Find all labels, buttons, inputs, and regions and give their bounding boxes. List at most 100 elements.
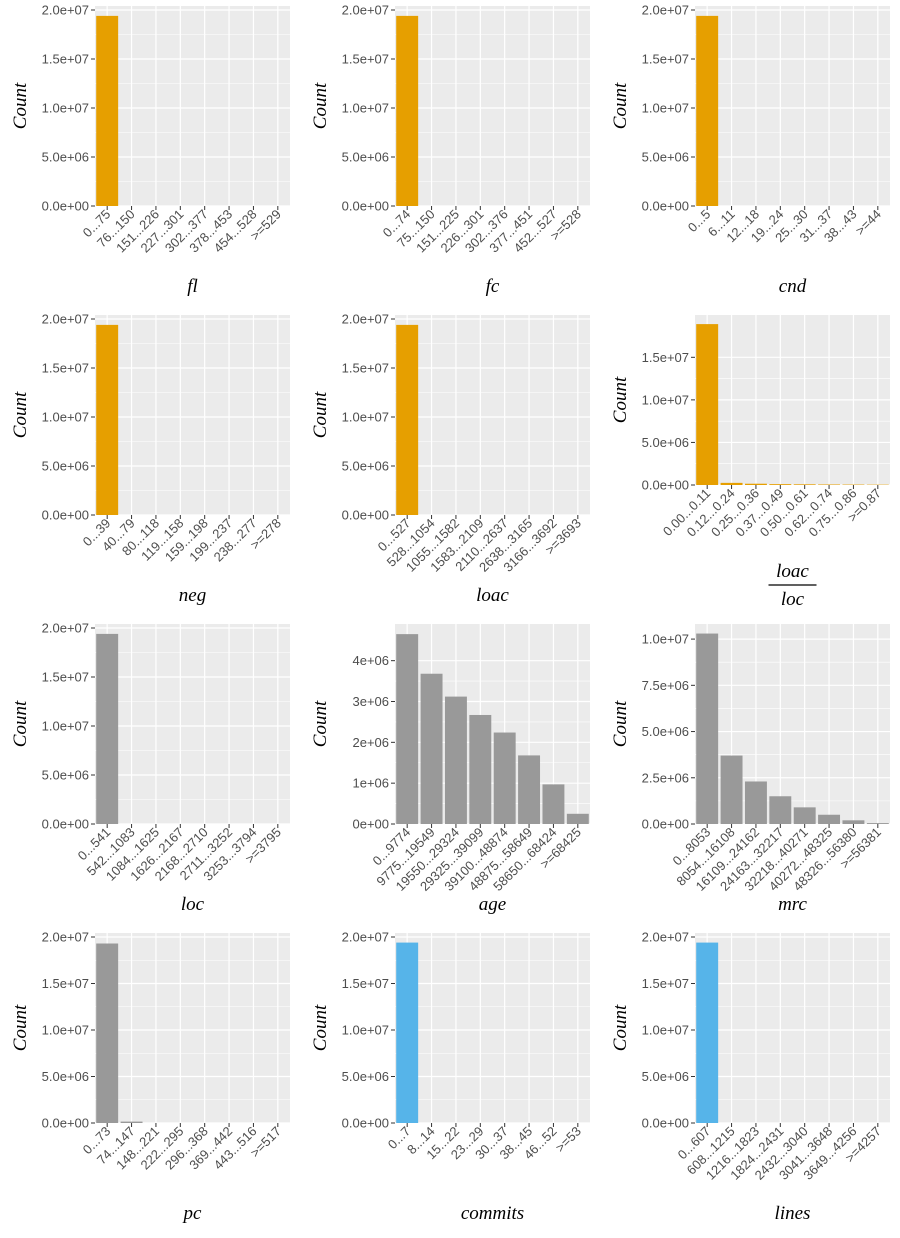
plot-background (95, 624, 290, 824)
y-tick-label: 0.0e+00 (42, 199, 89, 214)
histogram-age: 0e+00 1e+06 2e+06 3e+06 4e+06 0...9774 9775...… (300, 618, 600, 927)
y-tick-label: 5.0e+06 (342, 459, 389, 474)
bar-0...527 (396, 324, 419, 515)
y-tick-label: 1.0e+07 (342, 101, 389, 116)
x-axis-title: pc (182, 1203, 203, 1224)
plot-background (95, 6, 290, 206)
x-axis-title: loac (476, 585, 509, 606)
y-tick-label: 2.0e+07 (642, 3, 689, 18)
bar-40272...48325 (818, 814, 841, 824)
y-tick-label: 1.5e+07 (342, 52, 389, 67)
chart-svg: 0.0e+005.0e+061.0e+071.5e+072.0e+070...7… (310, 930, 590, 1224)
bar-16109...24162 (744, 781, 767, 824)
histogram-loac-per-loc: 0.0e+00 5.0e+06 1.0e+07 1.5e+07 0.00...0.11 0… (600, 309, 900, 618)
y-tick-label: 3e+06 (352, 694, 389, 709)
bar-24163...32217 (769, 796, 792, 824)
y-tick-label: 1.5e+07 (642, 350, 689, 365)
bar-0...74 (396, 15, 419, 206)
x-axis-title: cnd (779, 276, 807, 297)
chart-svg: 0.0e+005.0e+061.0e+071.5e+072.0e+070...7… (10, 930, 290, 1224)
chart-svg: 0.0e+002.5e+065.0e+067.5e+061.0e+070...8… (610, 624, 890, 915)
chart-svg: 0.0e+005.0e+061.0e+071.5e+070.00...0.110… (610, 315, 890, 610)
plot-background (695, 6, 890, 206)
y-tick-label: 7.5e+06 (642, 678, 689, 693)
histogram-fc: 0.0e+00 5.0e+06 1.0e+07 1.5e+07 2.0e+07 0...7… (300, 0, 600, 309)
y-axis-title: Count (10, 391, 31, 438)
y-tick-label: 1.5e+07 (342, 976, 389, 991)
x-axis-title: commits (461, 1203, 524, 1224)
y-tick-label: 0.0e+00 (642, 817, 689, 832)
y-tick-label: 0.0e+00 (642, 199, 689, 214)
bar-0...73 (96, 943, 119, 1123)
y-tick-label: 0.0e+00 (642, 1116, 689, 1131)
y-tick-label: 5.0e+06 (642, 1069, 689, 1084)
x-tick-label: >=44 (852, 207, 884, 239)
histogram-mrc: 0.0e+00 2.5e+06 5.0e+06 7.5e+06 1.0e+07 0...8… (600, 618, 900, 927)
x-axis-title: loc (181, 894, 205, 915)
bar-0...9774 (396, 634, 419, 824)
y-axis-title: Count (10, 1004, 31, 1051)
chart-svg: 0.0e+005.0e+061.0e+071.5e+072.0e+070...5… (10, 621, 290, 915)
bar-48326...56380 (842, 820, 865, 824)
y-axis-title: Count (310, 1004, 331, 1051)
y-tick-label: 1.5e+07 (42, 670, 89, 685)
y-tick-label: 4e+06 (352, 653, 389, 668)
y-axis-title: Count (610, 376, 631, 423)
plot-background (695, 933, 890, 1123)
y-tick-label: 2.0e+07 (342, 312, 389, 327)
x-axis-title: lines (775, 1203, 811, 1224)
x-axis-title: age (479, 894, 506, 915)
y-tick-label: 1.0e+07 (42, 719, 89, 734)
y-tick-label: 1.0e+07 (42, 410, 89, 425)
y-tick-label: 1.0e+07 (642, 1023, 689, 1038)
bar-74...147 (120, 1121, 143, 1123)
y-tick-label: 2.0e+07 (42, 621, 89, 636)
bar-32218...40271 (793, 807, 816, 824)
x-axis-title-numerator: loac (776, 561, 809, 582)
bar-0...39 (96, 324, 119, 515)
y-tick-label: 5.0e+06 (42, 1069, 89, 1084)
y-axis-title: Count (310, 391, 331, 438)
bar->=56381 (866, 823, 889, 824)
bar-29325...39099 (469, 714, 492, 824)
y-tick-label: 2.0e+07 (342, 3, 389, 18)
chart-svg: 0e+001e+062e+063e+064e+060...97749775...… (310, 624, 590, 915)
bar-48875...58649 (518, 755, 541, 824)
plot-background (95, 315, 290, 515)
chart-svg: 0.0e+005.0e+061.0e+071.5e+072.0e+070...5… (610, 3, 890, 297)
y-tick-label: 0.0e+00 (342, 199, 389, 214)
x-axis-title: fc (486, 276, 500, 297)
bar-0...541 (96, 633, 119, 824)
bar-0.50...0.61 (793, 484, 816, 485)
y-tick-label: 2.5e+06 (642, 770, 689, 785)
y-tick-label: 5.0e+06 (42, 459, 89, 474)
bar-0.62...0.74 (818, 484, 841, 485)
bar-0.12...0.24 (720, 482, 743, 485)
histogram-commits: 0.0e+00 5.0e+06 1.0e+07 1.5e+07 2.0e+07 0...7… (300, 927, 600, 1236)
y-tick-label: 0.0e+00 (642, 478, 689, 493)
y-tick-label: 0.0e+00 (42, 817, 89, 832)
y-tick-label: 5.0e+06 (42, 150, 89, 165)
bar-0.00...0.11 (696, 324, 719, 485)
plot-background (395, 933, 590, 1123)
histogram-cnd: 0.0e+00 5.0e+06 1.0e+07 1.5e+07 2.0e+07 0...5… (600, 0, 900, 309)
y-tick-label: 2.0e+07 (42, 930, 89, 945)
y-axis-title: Count (10, 82, 31, 129)
plot-background (95, 933, 290, 1123)
y-tick-label: 2.0e+07 (42, 312, 89, 327)
bar-58650...68424 (542, 784, 565, 824)
y-tick-label: 0.0e+00 (42, 1116, 89, 1131)
bar-0...8053 (696, 633, 719, 824)
y-tick-label: 1.5e+07 (342, 361, 389, 376)
y-tick-label: 1.0e+07 (342, 410, 389, 425)
y-tick-label: 1e+06 (352, 776, 389, 791)
plot-background (395, 6, 590, 206)
y-tick-label: 1.5e+07 (42, 52, 89, 67)
x-tick-label: >=53 (552, 1124, 584, 1156)
y-tick-label: 0.0e+00 (42, 508, 89, 523)
y-tick-label: 5.0e+06 (42, 768, 89, 783)
x-axis-title: mrc (778, 894, 807, 915)
histogram-loc: 0.0e+00 5.0e+06 1.0e+07 1.5e+07 2.0e+07 0...5… (0, 618, 300, 927)
y-tick-label: 1.0e+07 (42, 1023, 89, 1038)
y-axis-title: Count (610, 82, 631, 129)
